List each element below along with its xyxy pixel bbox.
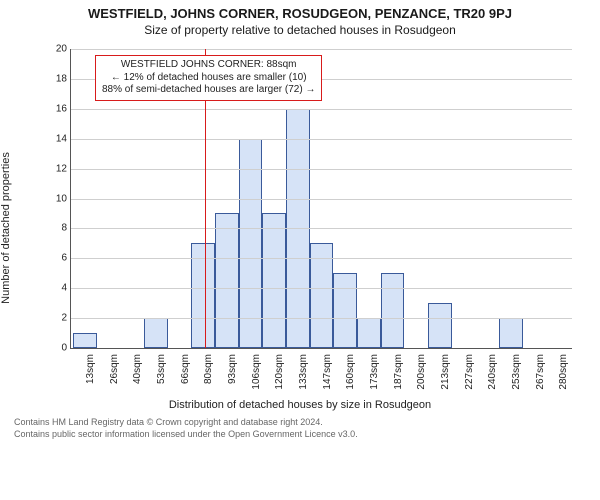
x-tick-label: 200sqm [416,354,427,390]
x-tick-label: 13sqm [85,354,96,384]
histogram-bar [239,139,263,348]
y-tick-label: 12 [43,163,67,174]
y-tick-label: 4 [43,283,67,294]
y-axis-label: Number of detached properties [0,152,12,304]
histogram-bar [144,318,168,348]
x-tick-label: 93sqm [227,354,238,384]
page-title-main: WESTFIELD, JOHNS CORNER, ROSUDGEON, PENZ… [0,0,600,21]
credit-line-1: Contains HM Land Registry data © Crown c… [14,417,586,429]
grid-line [71,318,572,319]
histogram-bar [333,273,357,348]
grid-line [71,288,572,289]
histogram-bar [73,333,97,348]
x-tick-label: 26sqm [109,354,120,384]
y-tick-label: 6 [43,253,67,264]
annotation-box: WESTFIELD JOHNS CORNER: 88sqm← 12% of de… [95,55,322,101]
histogram-bar [215,213,239,348]
grid-line [71,109,572,110]
x-tick-label: 80sqm [203,354,214,384]
credit-text: Contains HM Land Registry data © Crown c… [0,413,600,440]
x-tick-label: 120sqm [274,354,285,390]
grid-line [71,169,572,170]
x-tick-label: 147sqm [322,354,333,390]
x-tick-label: 280sqm [558,354,569,390]
x-tick-label: 240sqm [487,354,498,390]
annotation-line: ← 12% of detached houses are smaller (10… [102,72,315,85]
x-tick-label: 267sqm [535,354,546,390]
x-tick-label: 160sqm [345,354,356,390]
x-tick-label: 213sqm [440,354,451,390]
x-tick-label: 187sqm [393,354,404,390]
histogram-bar [428,303,452,348]
x-tick-label: 253sqm [511,354,522,390]
y-tick-label: 2 [43,313,67,324]
y-tick-label: 10 [43,193,67,204]
y-tick-label: 8 [43,223,67,234]
x-axis-label: Distribution of detached houses by size … [20,399,580,411]
histogram-bar [262,213,286,348]
y-tick-label: 14 [43,133,67,144]
grid-line [71,139,572,140]
y-tick-label: 0 [43,343,67,354]
grid-line [71,228,572,229]
y-tick-label: 20 [43,44,67,55]
grid-line [71,199,572,200]
histogram-bar [357,318,381,348]
grid-line [71,258,572,259]
annotation-line: WESTFIELD JOHNS CORNER: 88sqm [102,59,315,72]
credit-line-2: Contains public sector information licen… [14,429,586,441]
x-tick-label: 106sqm [251,354,262,390]
x-tick-label: 53sqm [156,354,167,384]
plot-area: 13sqm26sqm40sqm53sqm66sqm80sqm93sqm106sq… [70,49,572,349]
x-tick-label: 133sqm [298,354,309,390]
x-tick-label: 173sqm [369,354,380,390]
chart-container: Number of detached properties 13sqm26sqm… [20,43,580,413]
histogram-bar [381,273,405,348]
annotation-line: 88% of semi-detached houses are larger (… [102,84,315,97]
page-title-sub: Size of property relative to detached ho… [0,21,600,37]
y-tick-label: 16 [43,103,67,114]
x-tick-label: 66sqm [180,354,191,384]
x-tick-label: 40sqm [132,354,143,384]
x-tick-label: 227sqm [464,354,475,390]
grid-line [71,49,572,50]
y-tick-label: 18 [43,73,67,84]
histogram-bar [499,318,523,348]
